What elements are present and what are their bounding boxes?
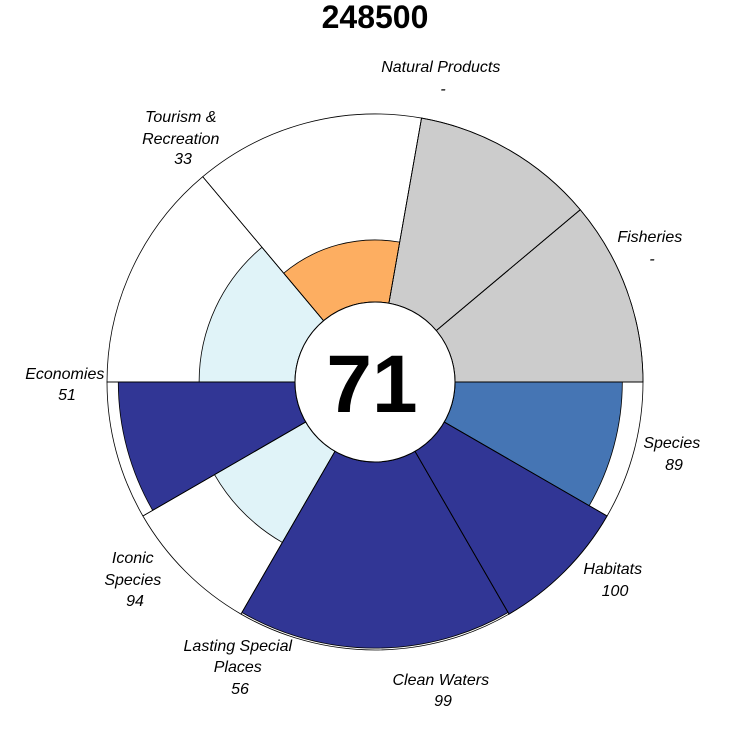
label-tourism-line1: Tourism &: [145, 109, 216, 126]
label-clean-waters: Clean Waters 99: [392, 672, 493, 710]
label-iconic-line1: Iconic: [112, 550, 154, 567]
label-lsp-line1: Lasting Special: [184, 638, 293, 655]
label-species: Species 89: [643, 435, 704, 474]
label-iconic-species: Iconic Species 94: [104, 550, 165, 610]
label-fisheries: Fisheries -: [617, 229, 686, 268]
center-circle: [294, 301, 456, 463]
label-economies: Economies 51: [25, 366, 109, 404]
label-habitats: Habitats 100: [583, 561, 646, 600]
label-lsp-line2: Places: [214, 659, 262, 676]
chart-title: 248500: [322, 0, 429, 35]
label-lasting-special-places: Lasting Special Places 56: [184, 638, 297, 698]
label-tourism-line2: Recreation: [142, 131, 219, 148]
label-iconic-line2: Species: [104, 572, 161, 589]
label-natural-products: Natural Products -: [381, 59, 505, 98]
center-score: 71: [326, 339, 417, 430]
label-tourism-recreation: Tourism & Recreation 33: [142, 109, 224, 168]
petals-group: [117, 117, 644, 649]
